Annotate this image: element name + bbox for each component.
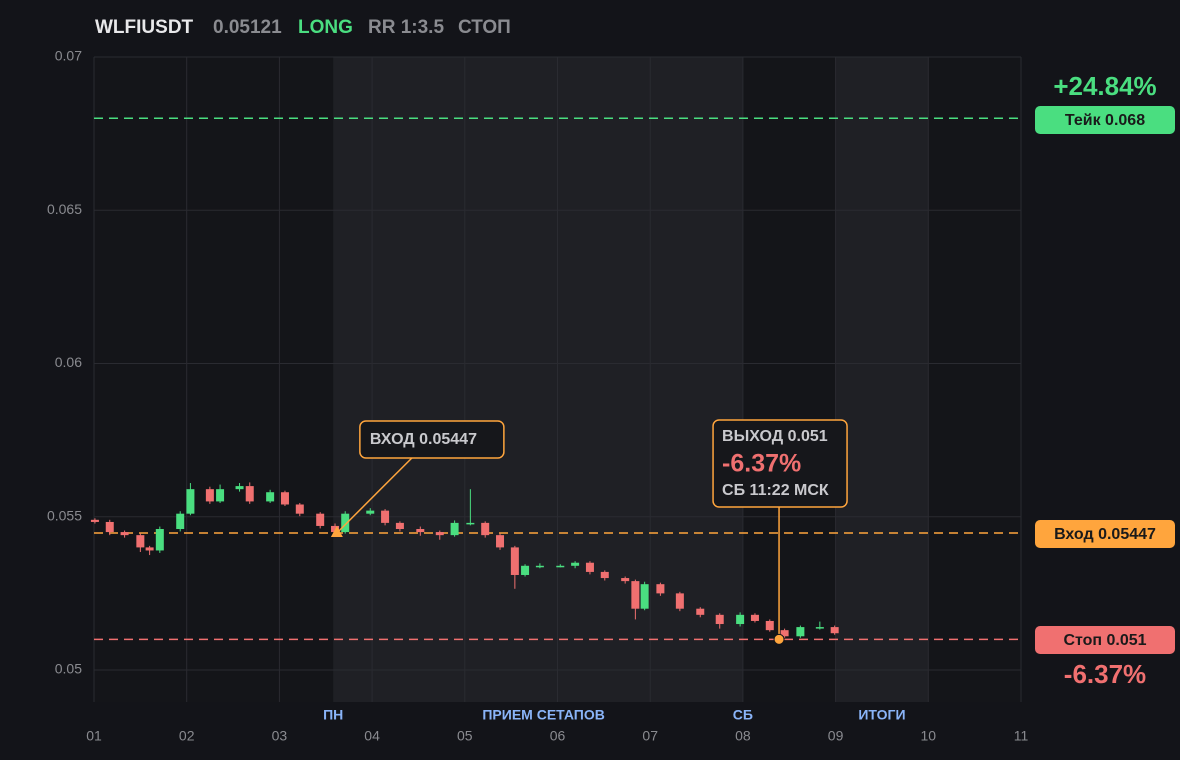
candle-body (466, 522, 475, 525)
level-badge-label: Вход 0.05447 (1054, 526, 1156, 543)
x-tick-label: 04 (364, 728, 380, 744)
candle-body (136, 535, 145, 548)
candle-body (120, 532, 129, 536)
candle-body (585, 562, 594, 572)
level-badge (1035, 520, 1175, 548)
session-label: ПН (323, 707, 343, 723)
entry-marker (330, 525, 343, 537)
candle-body (316, 513, 325, 526)
x-tick-label: 01 (86, 728, 102, 744)
candle-body (216, 489, 225, 502)
candle-body (395, 522, 404, 530)
candle-body (535, 565, 544, 568)
x-tick-label: 09 (828, 728, 844, 744)
candle-body (381, 510, 390, 523)
candle-body (571, 562, 580, 566)
candle-body (481, 522, 490, 536)
candle-body (235, 486, 244, 490)
candle-body (556, 565, 565, 568)
plot (90, 117, 1021, 645)
side: LONG (298, 17, 353, 38)
candle-body (765, 620, 774, 631)
callout-label: ВХОД 0.05447 (370, 431, 477, 448)
candle-body (341, 513, 350, 533)
y-tick-label: 0.065 (47, 201, 82, 217)
level-badge (1035, 626, 1175, 654)
status: СТОП (458, 17, 511, 38)
level-badge-label: Стоп 0.051 (1063, 632, 1146, 649)
plot-background (93, 56, 1022, 702)
candle-body (90, 519, 99, 522)
candle-body (295, 504, 304, 514)
y-tick-label: 0.07 (55, 48, 82, 64)
candle-body (696, 608, 705, 615)
callout-change: -6.37% (722, 450, 801, 478)
candle-body (736, 614, 745, 625)
x-tick-label: 02 (179, 728, 195, 744)
level-badge (1035, 106, 1175, 134)
exit-marker (773, 633, 785, 645)
level-change: +24.84% (1053, 71, 1156, 101)
callout-line (336, 457, 413, 534)
candle-body (186, 489, 195, 514)
candle-body (675, 593, 684, 609)
session-label: ПРИЕМ СЕТАПОВ (482, 707, 604, 723)
symbol: WLFIUSDT (95, 17, 194, 38)
x-tick-label: 07 (642, 728, 658, 744)
y-tick-label: 0.055 (47, 507, 82, 523)
candle-body (155, 529, 164, 551)
candle-body (331, 525, 340, 533)
session-highlight (333, 57, 743, 702)
candle-body (280, 492, 289, 505)
candle-body (815, 627, 824, 629)
level-badge-label: Тейк 0.068 (1065, 112, 1145, 129)
candle-body (245, 486, 254, 502)
candle-body (780, 630, 789, 637)
candle-body (366, 510, 375, 514)
level-change: -6.37% (1064, 659, 1146, 689)
candle-body (631, 581, 640, 609)
y-tick-label: 0.06 (55, 354, 82, 370)
candle-body (656, 584, 665, 594)
candle-body (640, 584, 649, 609)
session-highlight (835, 57, 929, 702)
callout-box (712, 419, 848, 508)
candle-body (621, 578, 630, 582)
candle-body (105, 521, 114, 533)
candle-body (750, 614, 759, 621)
y-tick-label: 0.05 (55, 661, 82, 677)
x-tick-label: 10 (921, 728, 937, 744)
x-tick-label: 03 (272, 728, 288, 744)
session-label: ИТОГИ (858, 707, 905, 723)
candle-body (715, 614, 724, 625)
candle-body (435, 532, 444, 536)
candle-body (796, 627, 805, 637)
x-tick-label: 11 (1014, 728, 1029, 744)
callout-label: ВЫХОД 0.051 (722, 428, 828, 445)
candle-body (496, 535, 505, 548)
candle-body (510, 547, 519, 575)
x-tick-label: 06 (550, 728, 566, 744)
price: 0.05121 (213, 17, 282, 38)
x-tick-label: 05 (457, 728, 473, 744)
callout-box (359, 420, 505, 459)
candle-body (830, 627, 839, 634)
candle-body (145, 547, 154, 551)
candle-body (416, 529, 425, 533)
candle-body (176, 513, 185, 530)
callout-time: СБ 11:22 МСК (722, 482, 829, 499)
candle-body (600, 571, 609, 579)
candle-body (266, 492, 275, 502)
session-label: СБ (733, 707, 753, 723)
candle-body (521, 565, 530, 575)
risk-reward: RR 1:3.5 (368, 17, 444, 38)
x-tick-label: 08 (735, 728, 751, 744)
candle-body (205, 489, 214, 502)
candle-body (450, 522, 459, 536)
